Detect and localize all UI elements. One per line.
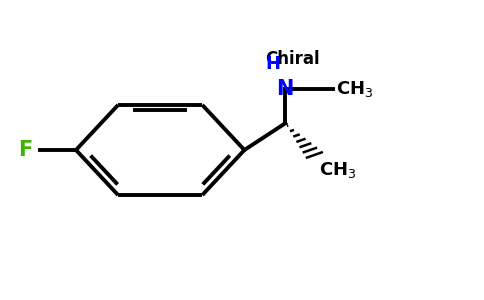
Text: F: F (18, 140, 32, 160)
Text: H: H (266, 55, 281, 73)
Text: N: N (277, 79, 294, 99)
Text: Chiral: Chiral (265, 50, 320, 68)
Text: CH$_3$: CH$_3$ (319, 160, 356, 180)
Text: CH$_3$: CH$_3$ (336, 79, 373, 99)
